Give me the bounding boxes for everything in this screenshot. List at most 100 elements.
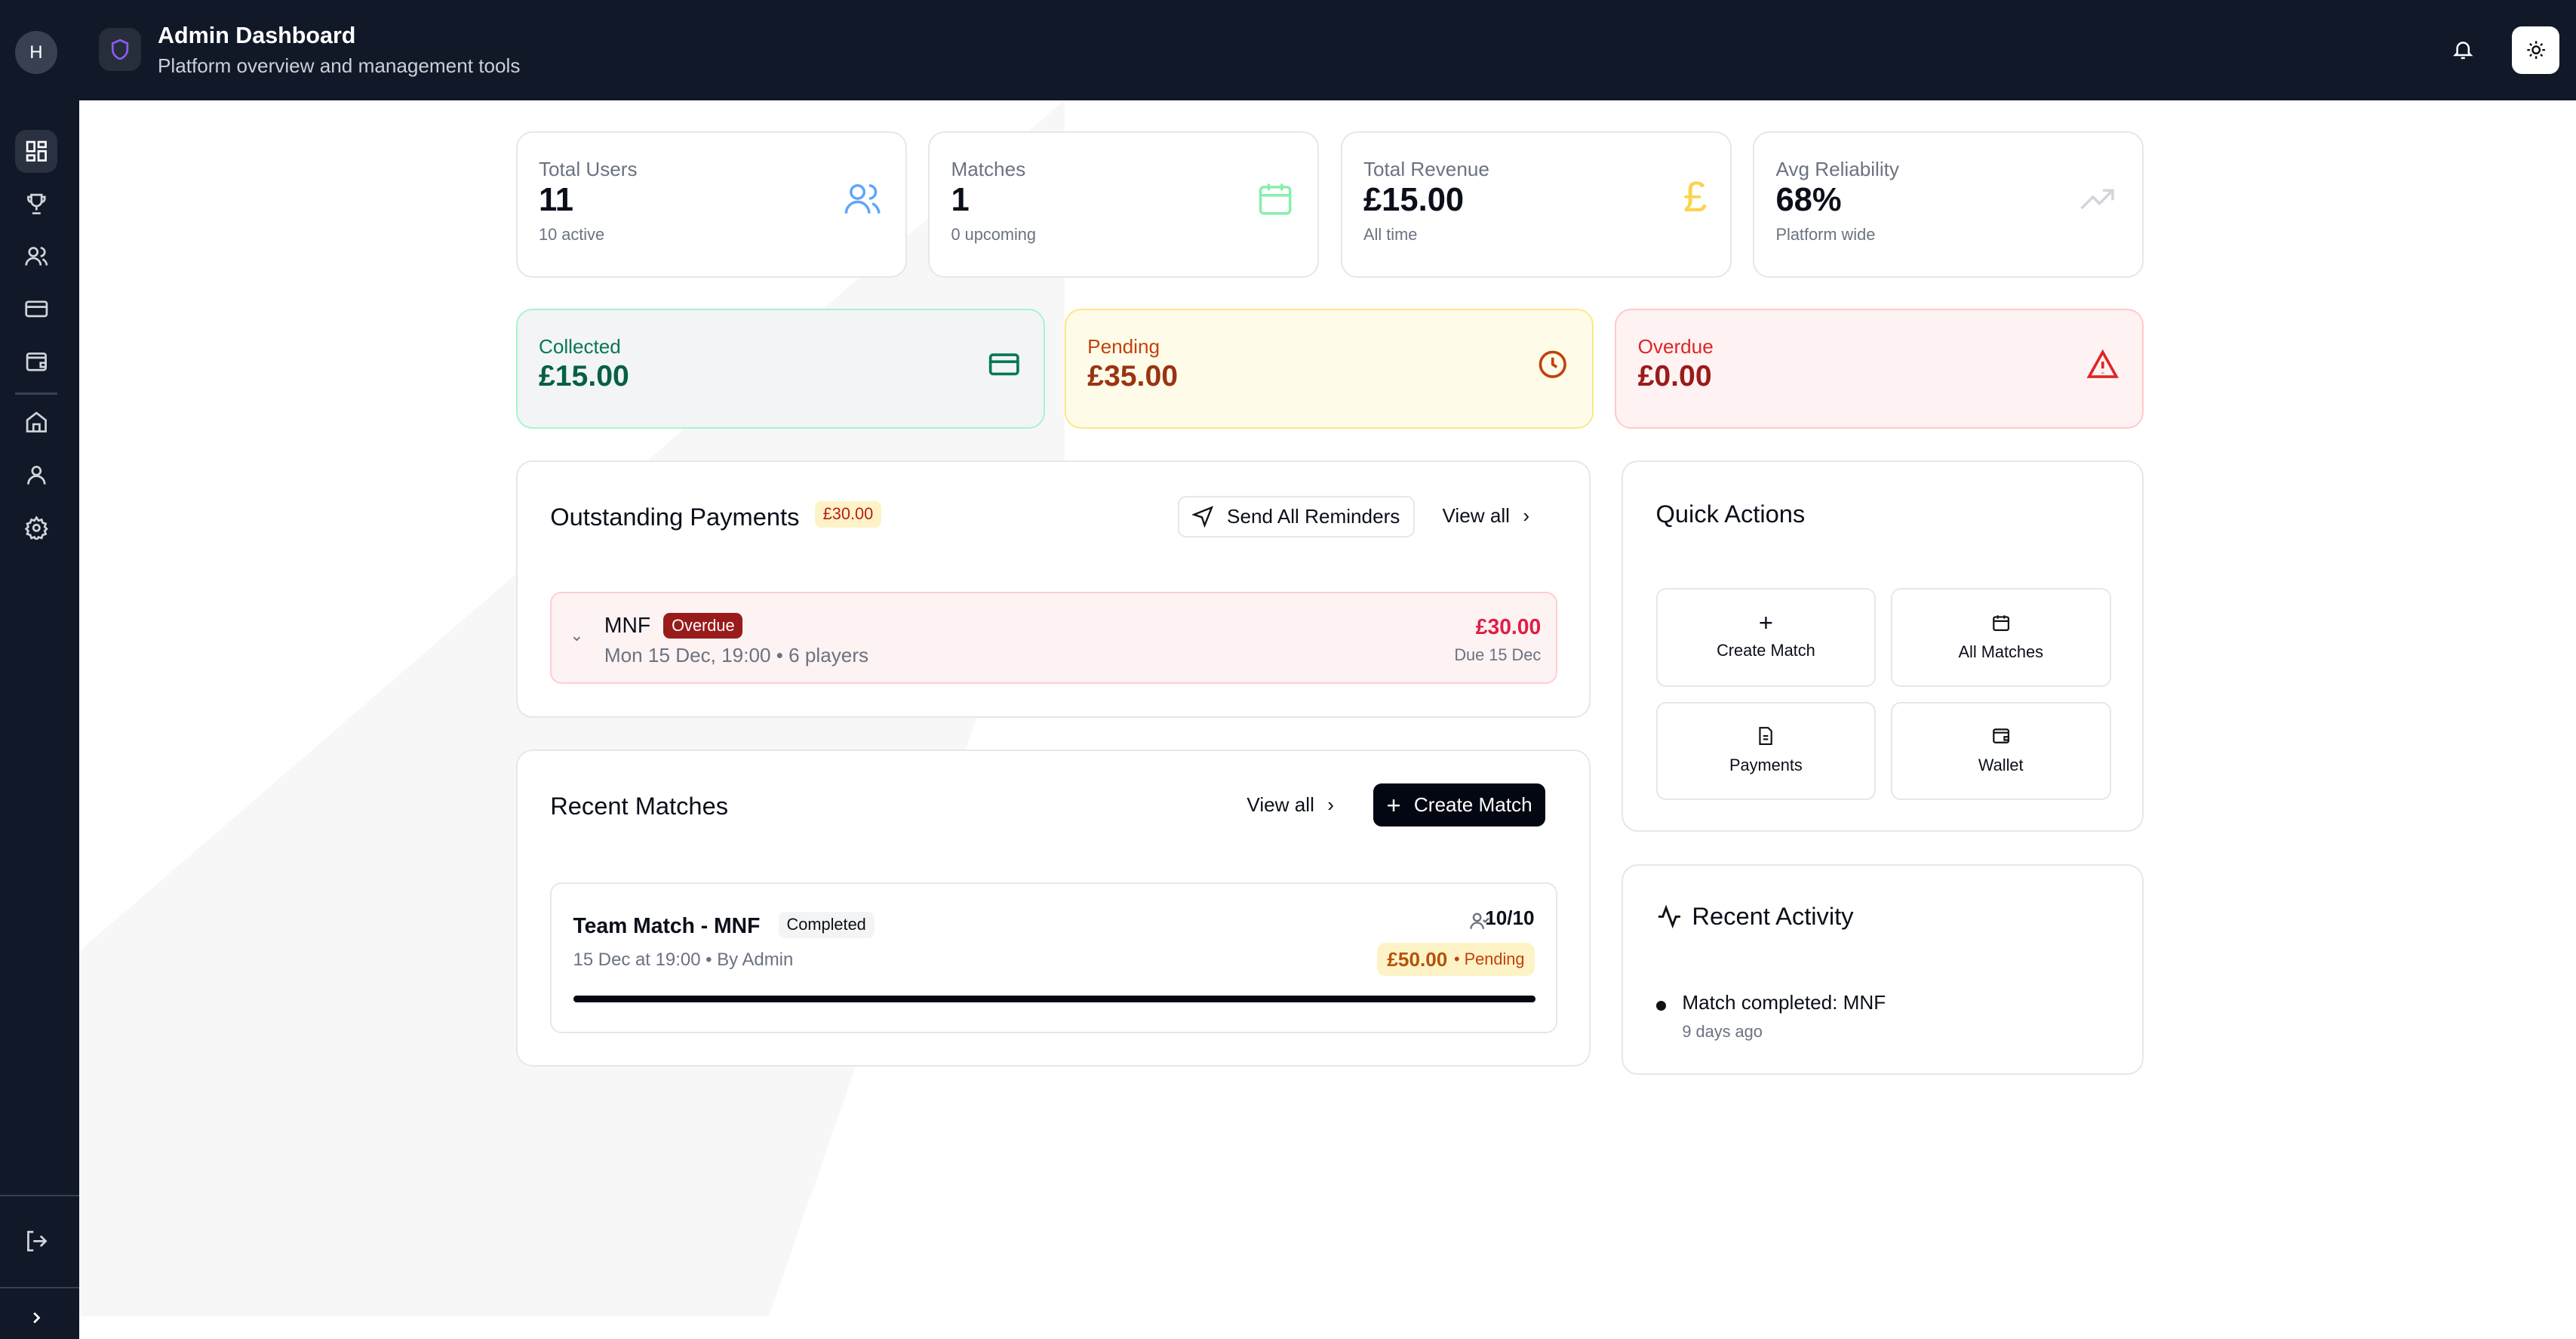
activity-time: 9 days ago	[1682, 1022, 1763, 1042]
quick-action-payments[interactable]: Payments	[1655, 701, 1877, 801]
stat-note: 0 upcoming	[951, 225, 1036, 245]
recent-matches-panel: Recent Matches View all › + Create Match T…	[515, 749, 1591, 1067]
chevron-right-icon: ›	[1327, 793, 1334, 817]
user-check-icon	[1469, 909, 1490, 939]
action-label: Payments	[1729, 756, 1803, 775]
stat-value: 1	[951, 182, 970, 219]
clock-icon	[1536, 348, 1569, 388]
action-label: Create Match	[1717, 641, 1815, 660]
sidebar-item-settings[interactable]	[15, 506, 58, 549]
match-name: Team Match - MNF	[573, 913, 761, 938]
section-title: Recent Activity	[1692, 902, 1854, 931]
section-title: Outstanding Payments	[550, 503, 800, 531]
activity-text: Match completed: MNF	[1682, 990, 1886, 1014]
sidebar-item-trophy[interactable]	[15, 183, 58, 226]
users-icon	[843, 179, 882, 225]
recent-activity-panel: Recent Activity Match completed: MNF 9 d…	[1621, 864, 2144, 1075]
quick-actions-panel: Quick Actions + Create Match All Matches …	[1621, 460, 2144, 832]
section-title: Quick Actions	[1655, 499, 1806, 528]
status-badge: Completed	[778, 912, 875, 938]
payment-label: Pending	[1087, 334, 1160, 358]
payment-value: £15.00	[538, 359, 629, 392]
plus-icon: +	[1386, 790, 1401, 819]
button-label: Send All Reminders	[1227, 505, 1400, 528]
send-reminders-button[interactable]: Send All Reminders	[1177, 496, 1415, 537]
stat-label: Total Revenue	[1363, 157, 1489, 180]
sun-icon	[2526, 41, 2545, 60]
outstanding-item[interactable]: ⌄ MNF Overdue Mon 15 Dec, 19:00 • 6 play…	[550, 591, 1557, 684]
quick-action-all-matches[interactable]: All Matches	[1890, 588, 2111, 687]
sidebar-item-profile[interactable]	[15, 454, 58, 497]
section-title: Recent Matches	[550, 792, 729, 820]
wallet-icon	[1992, 728, 2009, 744]
stat-value: £15.00	[1363, 182, 1465, 219]
logout-icon[interactable]	[15, 1220, 58, 1263]
item-details: Mon 15 Dec, 19:00 • 6 players	[604, 644, 869, 667]
sidebar-divider	[0, 1194, 79, 1197]
stat-value: 11	[538, 182, 573, 219]
bell-icon[interactable]	[2452, 36, 2474, 69]
match-details: 15 Dec at 19:00 • By Admin	[573, 950, 794, 971]
match-card[interactable]: Team Match - MNF Completed 15 Dec at 19:…	[550, 882, 1557, 1034]
link-label: View all	[1442, 504, 1510, 528]
payment-card-pending: Pending £35.00	[1064, 309, 1594, 429]
calendar-icon	[1992, 615, 2009, 631]
outstanding-payments-panel: Outstanding Payments £30.00 Send All Rem…	[515, 460, 1591, 719]
stat-value: 68%	[1775, 182, 1842, 219]
plus-icon: +	[1758, 608, 1773, 637]
sidebar-item-dashboard[interactable]	[14, 130, 58, 173]
payment-value: £0.00	[1637, 359, 1712, 392]
players-count: 10/10	[1485, 907, 1535, 930]
calendar-icon	[1256, 179, 1295, 225]
stat-label: Avg Reliability	[1775, 157, 1899, 180]
sidebar	[0, 100, 79, 1339]
view-all-link[interactable]: View all ›	[1442, 504, 1529, 528]
bullet-icon	[1655, 1000, 1666, 1011]
payment-status: • Pending	[1453, 950, 1525, 969]
stat-note: 10 active	[538, 225, 605, 245]
sidebar-item-wallet[interactable]	[15, 340, 58, 383]
stat-label: Total Users	[538, 157, 638, 180]
action-label: Wallet	[1978, 756, 2024, 775]
match-amount: £50.00	[1387, 947, 1448, 971]
stat-note: Platform wide	[1775, 225, 1876, 245]
status-badge: Overdue	[663, 612, 743, 639]
sidebar-item-payments[interactable]	[15, 288, 58, 331]
theme-toggle-button[interactable]	[2512, 26, 2560, 74]
quick-action-wallet[interactable]: Wallet	[1890, 701, 2111, 801]
trending-up-icon	[2076, 179, 2120, 225]
quick-action-create-match[interactable]: + Create Match	[1655, 588, 1877, 687]
chevron-down-icon[interactable]: ⌄	[570, 626, 584, 645]
page-title: Admin Dashboard	[158, 23, 356, 49]
stat-note: All time	[1363, 225, 1418, 245]
stat-card-total-users: Total Users 11 10 active	[515, 131, 907, 278]
item-due: Due 15 Dec	[1454, 645, 1542, 665]
button-label: Create Match	[1413, 793, 1532, 817]
chevron-right-icon: ›	[1523, 504, 1530, 528]
progress-bar	[573, 996, 1536, 1002]
sidebar-divider	[0, 1286, 79, 1288]
send-icon	[1192, 506, 1214, 528]
link-label: View all	[1247, 793, 1314, 817]
total-badge: £30.00	[814, 500, 882, 528]
avatar[interactable]: H	[14, 31, 58, 74]
payment-badge: £50.00 • Pending	[1377, 943, 1535, 977]
file-text-icon	[1759, 727, 1773, 746]
view-all-link[interactable]: View all ›	[1247, 793, 1334, 817]
create-match-button[interactable]: + Create Match	[1373, 783, 1546, 826]
payment-value: £35.00	[1087, 359, 1179, 392]
item-amount: £30.00	[1475, 614, 1542, 639]
action-label: All Matches	[1958, 642, 2044, 662]
sidebar-item-home[interactable]	[15, 401, 58, 444]
payment-label: Overdue	[1637, 334, 1714, 358]
payment-card-overdue: Overdue £0.00	[1615, 309, 2144, 429]
pound-icon: £	[1683, 173, 1708, 221]
shield-icon	[98, 28, 142, 71]
sidebar-item-users[interactable]	[15, 235, 58, 278]
progress-fill	[573, 996, 1536, 1002]
payment-label: Collected	[538, 334, 621, 358]
sidebar-divider	[14, 392, 58, 395]
activity-icon	[1656, 903, 1683, 937]
chevron-right-icon[interactable]	[15, 1297, 58, 1339]
page-subtitle: Platform overview and management tools	[158, 54, 521, 77]
